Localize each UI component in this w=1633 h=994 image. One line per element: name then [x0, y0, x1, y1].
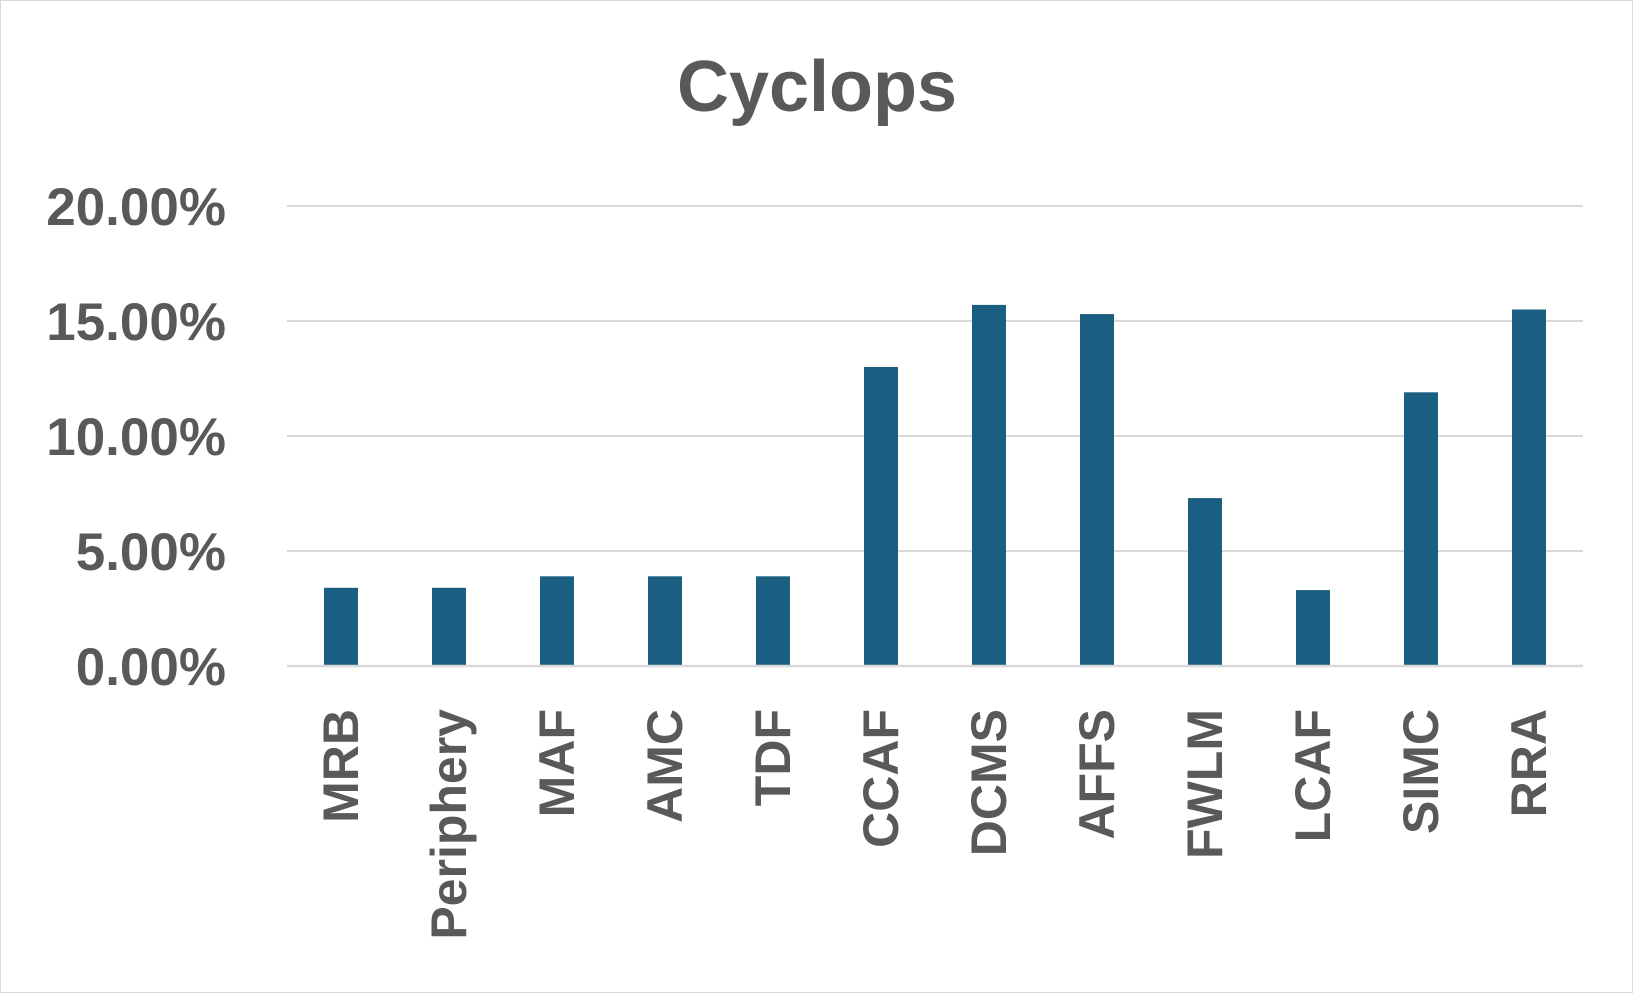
- bar-lcaf: [1296, 590, 1330, 666]
- bar-periphery: [432, 587, 466, 666]
- x-tick-label-simc: SIMC: [1393, 709, 1449, 834]
- x-tick-label-affs: AFFS: [1069, 709, 1125, 840]
- chart-title: Cyclops: [677, 47, 957, 127]
- x-tick-label-lcaf: LCAF: [1285, 709, 1341, 842]
- x-tick-label-dcms: DCMS: [961, 709, 1017, 856]
- x-axis-tick-labels: MRB Periphery MAF AMC TDF CCAF DCMS AFFS FWLM LCA…: [313, 709, 1557, 940]
- bar-tdf: [756, 576, 790, 666]
- bar-mrb: [324, 587, 358, 666]
- x-tick-label-periphery: Periphery: [421, 709, 477, 940]
- bar-rra: [1512, 309, 1546, 666]
- bar-simc: [1404, 392, 1438, 666]
- x-tick-label-ccaf: CCAF: [853, 709, 909, 848]
- y-tick-label: 20.00%: [46, 178, 226, 237]
- bar-amc: [648, 576, 682, 666]
- y-tick-label: 10.00%: [46, 408, 226, 467]
- bar-dcms: [972, 304, 1006, 666]
- bar-affs: [1080, 314, 1114, 666]
- x-tick-label-maf: MAF: [529, 709, 585, 817]
- y-axis-tick-labels: 0.00% 5.00% 10.00% 15.00% 20.00%: [46, 178, 226, 697]
- y-tick-label: 15.00%: [46, 293, 226, 352]
- bar-ccaf: [864, 367, 898, 666]
- y-tick-label: 0.00%: [76, 638, 226, 697]
- bar-maf: [540, 576, 574, 666]
- x-tick-label-mrb: MRB: [313, 709, 369, 823]
- x-tick-label-tdf: TDF: [745, 709, 801, 806]
- gridlines: [287, 205, 1583, 552]
- bars: [324, 304, 1546, 666]
- y-tick-label: 5.00%: [76, 523, 226, 582]
- x-tick-label-rra: RRA: [1501, 709, 1557, 817]
- bar-fwlm: [1188, 498, 1222, 666]
- x-tick-label-fwlm: FWLM: [1177, 709, 1233, 859]
- x-tick-label-amc: AMC: [637, 709, 693, 823]
